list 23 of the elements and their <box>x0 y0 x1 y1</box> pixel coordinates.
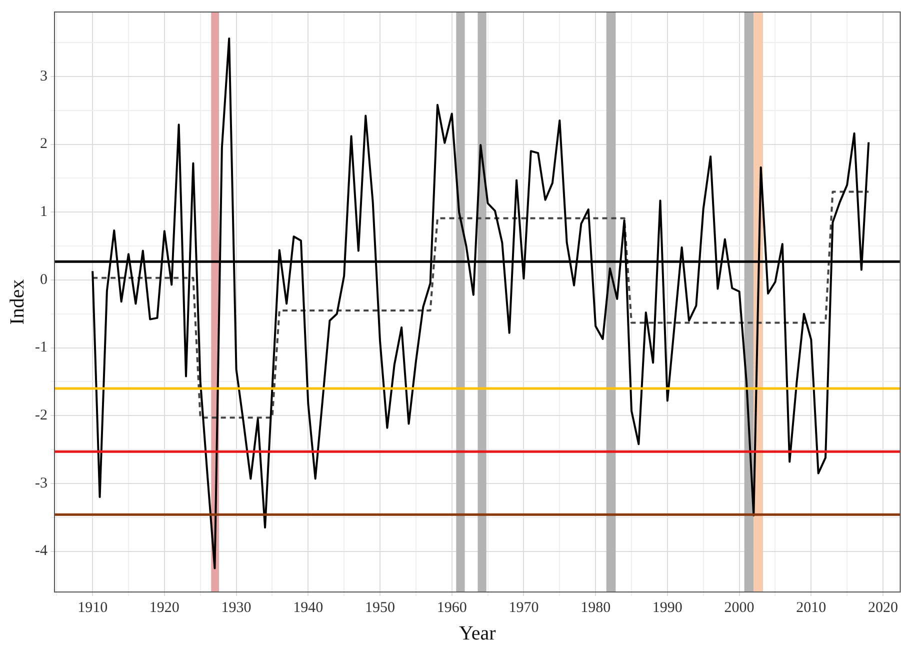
x-tick-label: 1930 <box>221 600 252 616</box>
x-tick-label: 1940 <box>293 600 324 616</box>
y-tick-label: 0 <box>40 272 48 288</box>
x-tick-label: 1910 <box>78 600 108 616</box>
y-tick-label: 1 <box>40 204 48 220</box>
x-tick-label: 1970 <box>508 600 539 616</box>
x-tick-label: 2010 <box>796 600 826 616</box>
y-tick-label: 3 <box>40 68 48 84</box>
x-axis-title: Year <box>458 622 496 644</box>
x-tick-label: 1980 <box>580 600 611 616</box>
line-series <box>92 190 870 419</box>
y-tick-label: -1 <box>34 340 48 356</box>
y-axis-title: Index <box>6 279 28 325</box>
x-tick-label: 1960 <box>436 600 467 616</box>
x-tick-label: 2020 <box>868 600 898 616</box>
x-tick-label: 1920 <box>149 600 180 616</box>
y-tick-label: -4 <box>34 543 48 560</box>
y-tick-label: -3 <box>34 475 48 492</box>
x-tick-label: 1990 <box>652 600 682 616</box>
y-tick-label: 2 <box>40 136 48 152</box>
x-tick-label: 1950 <box>365 600 396 616</box>
y-tick-label: -2 <box>34 408 48 424</box>
x-tick-label: 2000 <box>724 600 754 616</box>
